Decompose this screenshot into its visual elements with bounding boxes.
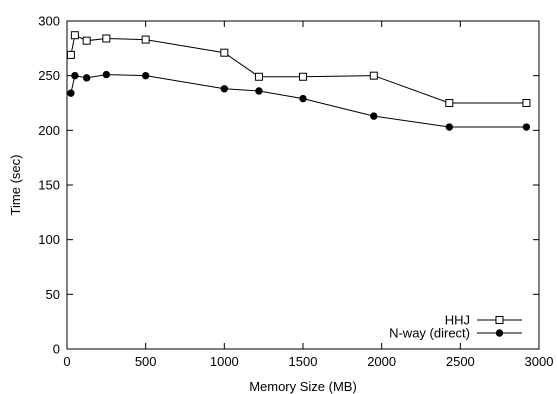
legend-item-n-way-direct: N-way (direct)	[389, 326, 522, 341]
y-tick-label: 50	[46, 287, 60, 302]
series-n-way-direct	[67, 70, 531, 131]
data-point-hhj	[70, 31, 79, 40]
axis-ticks: 0 500 1000 1500 2000 2500 3000 0 50 100 150 200 250 3…	[38, 14, 553, 370]
data-point-hhj	[141, 35, 150, 44]
x-tick-label: 2000	[367, 354, 396, 369]
y-tick-label: 150	[38, 178, 60, 193]
series-hhj	[66, 31, 531, 107]
y-tick-label: 200	[38, 123, 60, 138]
data-point-hhj	[66, 50, 75, 59]
legend-item-hhj: HHJ	[445, 313, 522, 328]
data-point-n-way-direct	[71, 71, 79, 80]
data-point-n-way-direct	[255, 87, 263, 95]
y-tick-label: 0	[53, 342, 60, 357]
legend-label-n-way-direct: N-way (direct)	[389, 326, 470, 341]
legend-marker-hhj	[495, 316, 504, 324]
data-point-n-way-direct	[220, 85, 229, 93]
data-point-hhj	[522, 99, 531, 107]
legend-marker-n-way-direct	[495, 329, 504, 337]
plot-frame	[66, 20, 540, 350]
legend-label-hhj: HHJ	[445, 313, 470, 328]
series-line-hhj	[70, 34, 527, 104]
data-point-hhj	[82, 36, 91, 45]
y-tick-label: 300	[38, 14, 60, 29]
data-point-hhj	[254, 72, 263, 81]
x-tick-label: 0	[63, 354, 70, 369]
series-line-n-way-direct	[70, 74, 527, 128]
data-point-n-way-direct	[141, 71, 150, 80]
x-tick-label: 1500	[289, 354, 318, 369]
data-point-hhj	[220, 48, 229, 57]
data-point-hhj	[102, 34, 111, 43]
y-tick-label: 100	[38, 232, 60, 247]
data-point-hhj	[445, 99, 454, 107]
data-point-hhj	[299, 72, 307, 81]
data-point-n-way-direct	[445, 123, 454, 131]
data-point-hhj	[369, 71, 378, 80]
y-tick-label: 250	[38, 68, 60, 83]
data-point-n-way-direct	[67, 89, 75, 97]
x-tick-label: 3000	[525, 354, 554, 369]
data-point-n-way-direct	[82, 74, 91, 82]
x-axis-label: Memory Size (MB)	[249, 379, 357, 394]
data-point-n-way-direct	[370, 112, 378, 120]
y-axis-label: Time (sec)	[8, 155, 23, 216]
data-point-n-way-direct	[102, 70, 111, 79]
data-point-n-way-direct	[299, 94, 307, 103]
x-tick-label: 500	[135, 354, 157, 369]
data-point-n-way-direct	[522, 123, 531, 131]
series-layer	[66, 31, 531, 131]
x-tick-label: 1000	[210, 354, 239, 369]
x-tick-label: 2500	[446, 354, 475, 369]
